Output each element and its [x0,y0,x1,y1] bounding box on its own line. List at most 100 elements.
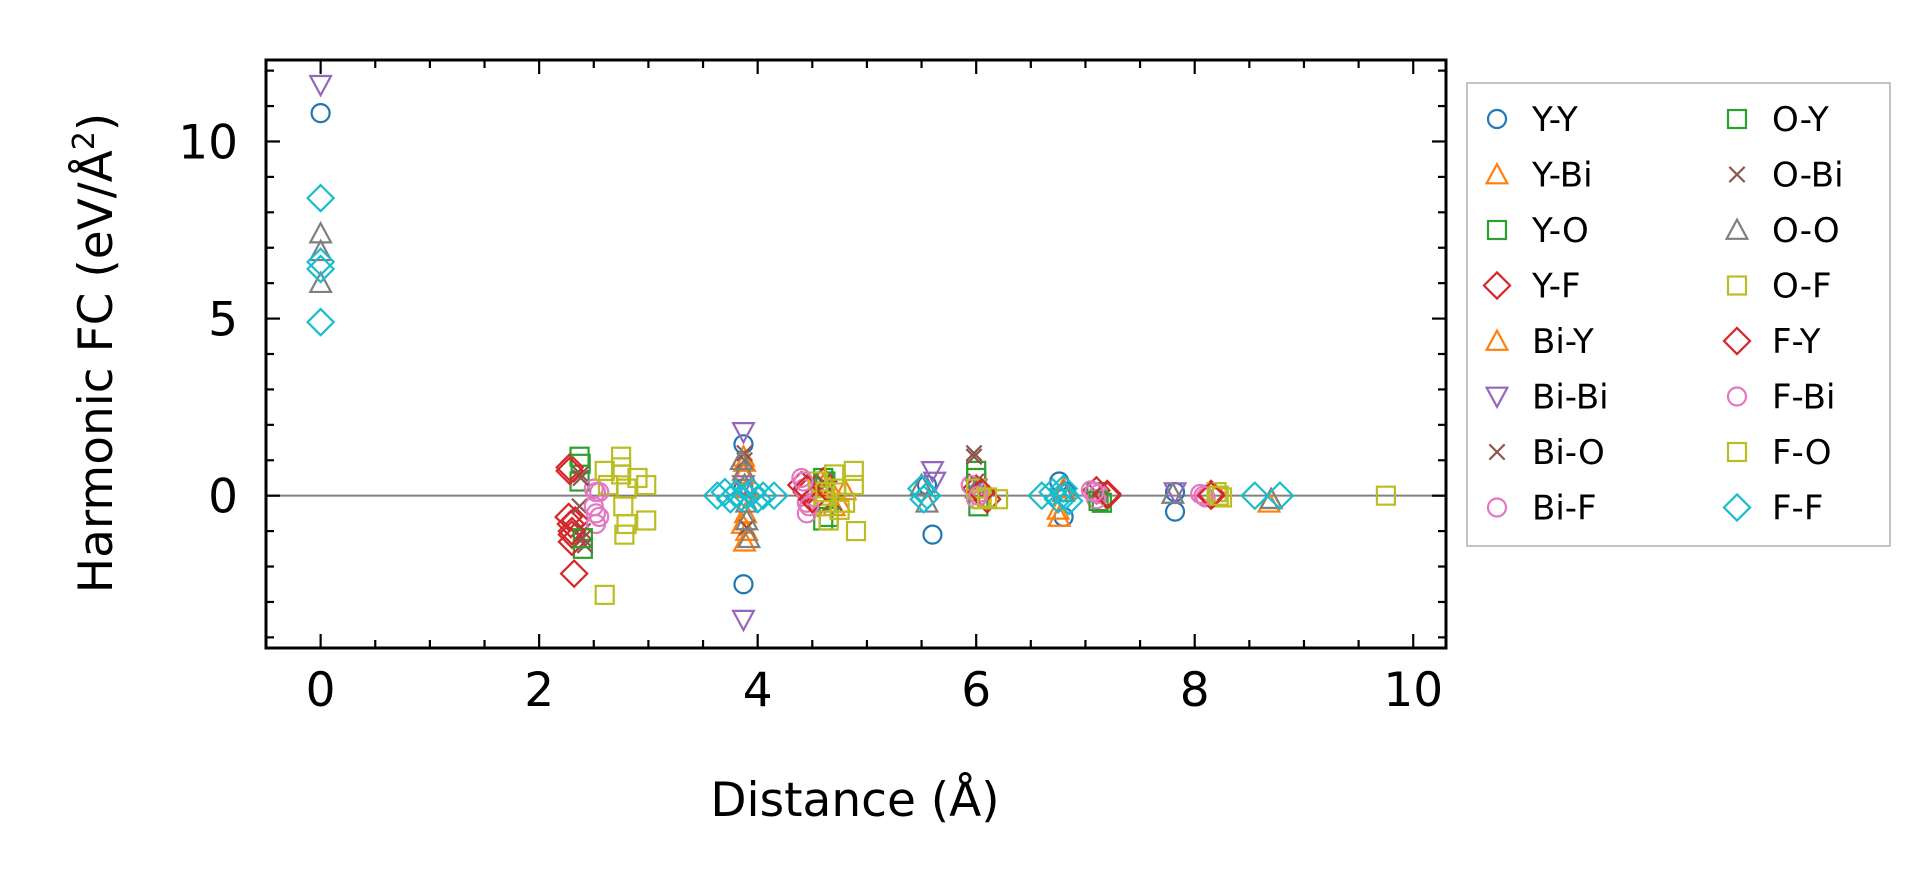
legend-marker-y-o [1486,219,1508,241]
data-marks [306,74,1397,633]
legend-label-bi-f: Bi-F [1532,489,1597,529]
legend-item-f-o: F-O [1726,433,1832,473]
data-point-y-y-0 [310,103,331,124]
data-point-o-o-13 [1160,481,1186,504]
legend-label-bi-o: Bi-O [1532,433,1605,473]
data-point-f-f-13 [759,481,789,511]
data-point-f-f-5 [710,477,740,507]
data-point-o-f-0 [594,460,615,481]
data-point-f-o-1 [616,513,637,535]
legend-label-y-o: Y-O [1531,211,1589,251]
y-tick-label: 0 [208,470,238,525]
data-point-y-f-5 [560,505,590,536]
data-point-bi-o-4 [736,444,753,462]
legend-label-f-f: F-F [1772,489,1823,529]
x-tick-label: 10 [1383,663,1443,718]
data-point-o-o-7 [734,507,759,531]
data-point-f-f-14 [906,473,937,504]
legend-marker-y-f [1482,270,1512,301]
data-point-o-o-4 [731,458,756,481]
legend-label-o-o: O-O [1772,211,1840,251]
legend-label-o-bi: O-Bi [1772,156,1844,196]
legend-item-y-o: Y-O [1486,211,1589,251]
data-point-f-o-2 [815,482,836,503]
legend-marker-o-f [1726,275,1748,296]
legend-marker-o-bi-stroke-b [1728,166,1746,183]
data-point-o-f-18 [843,460,864,481]
legend-label-bi-y: Bi-Y [1532,322,1594,362]
x-tick-label: 0 [306,663,336,718]
data-point-f-y-3 [797,484,827,514]
data-point-y-y-2 [733,574,754,595]
legend: Y-Y Y-Bi Y-O Y-F Bi-Y Bi-Bi Bi-O Bi-F O-Y O-Bi O-O… [1466,82,1891,547]
data-point-o-o-3 [729,447,754,471]
data-point-f-y-0 [555,456,585,486]
legend-marker-y-y [1486,108,1508,130]
legend-marker-f-o [1726,441,1748,463]
data-point-bi-f-2 [585,503,607,524]
data-point-f-f-10 [737,477,767,507]
legend-item-f-f: F-F [1722,489,1823,529]
data-point-f-o-6 [1375,485,1397,506]
data-point-f-f-22 [1054,486,1084,516]
series-o-o [308,220,1284,549]
series-bi-f [583,467,1216,535]
y-axis-label: Harmonic FC (eV/Å2) [67,113,124,593]
data-point-o-f-13 [815,496,836,517]
data-point-f-f-11 [743,484,773,514]
data-point-o-bi-4-stroke-b [965,448,983,466]
legend-item-y-y: Y-Y [1486,100,1578,140]
data-point-f-o-5 [1208,485,1229,506]
legend-marker-f-y [1722,326,1752,356]
data-point-o-bi-1 [574,529,592,547]
data-point-f-o-3 [829,499,850,520]
x-tick-label: 2 [524,663,554,718]
data-point-y-f-0 [555,452,585,482]
data-point-f-f-17 [1027,481,1057,511]
y-axis-label-main: Harmonic FC (eV/Å [69,150,124,593]
axis-ticks [266,60,1446,648]
data-point-o-bi-0 [572,469,590,487]
legend-items: Y-Y Y-Bi Y-O Y-F Bi-Y Bi-Bi Bi-O Bi-F O-Y O-Bi O-O… [1482,100,1844,529]
data-point-o-o-8 [736,525,762,549]
legend-marker-f-f [1722,492,1752,523]
legend-marker-bi-f [1486,497,1508,518]
series-bi-o [571,444,1105,554]
x-tick-label: 6 [961,663,991,718]
tick-labels: 0 2 4 6 8 10 0 5 10 [178,115,1443,718]
data-point-o-f-6 [614,524,635,545]
data-point-y-y-5 [922,524,943,545]
data-point-f-f-24 [1265,481,1295,511]
legend-item-f-y: F-Y [1722,322,1821,362]
y-axis-label-end: ) [69,113,124,131]
data-point-f-bi-5 [1084,482,1105,503]
legend-label-y-f: Y-F [1531,267,1581,307]
data-point-o-f-14 [818,510,839,531]
data-point-bi-o-1-stroke-b [571,497,589,515]
legend-item-bi-y: Bi-Y [1484,322,1594,362]
y-tick-label: 10 [178,115,238,170]
data-point-f-f-16 [912,481,942,511]
legend-item-y-f: Y-F [1482,267,1581,307]
data-point-y-f-1 [554,502,584,532]
data-point-bi-o-8 [965,444,983,462]
data-point-f-y-1 [557,516,587,546]
legend-marker-bi-y [1484,328,1510,351]
data-point-bi-bi-7 [1162,482,1188,505]
data-point-bi-bi-0 [308,74,333,98]
legend-label-o-y: O-Y [1772,100,1829,140]
legend-item-bi-f: Bi-F [1486,489,1597,529]
data-point-o-bi-1-stroke-b [574,529,592,547]
data-point-f-bi-3 [798,496,820,517]
plot-border [264,58,1448,650]
data-point-y-bi-4 [732,529,757,552]
data-point-bi-o-3-stroke-b [576,536,594,554]
plot-frame [264,58,1448,650]
legend-label-f-o: F-O [1772,433,1832,473]
legend-marker-bi-o [1488,443,1506,461]
data-point-f-o-4 [977,487,998,508]
legend-marker-bi-bi [1484,386,1510,410]
data-point-f-bi-2 [793,471,814,492]
